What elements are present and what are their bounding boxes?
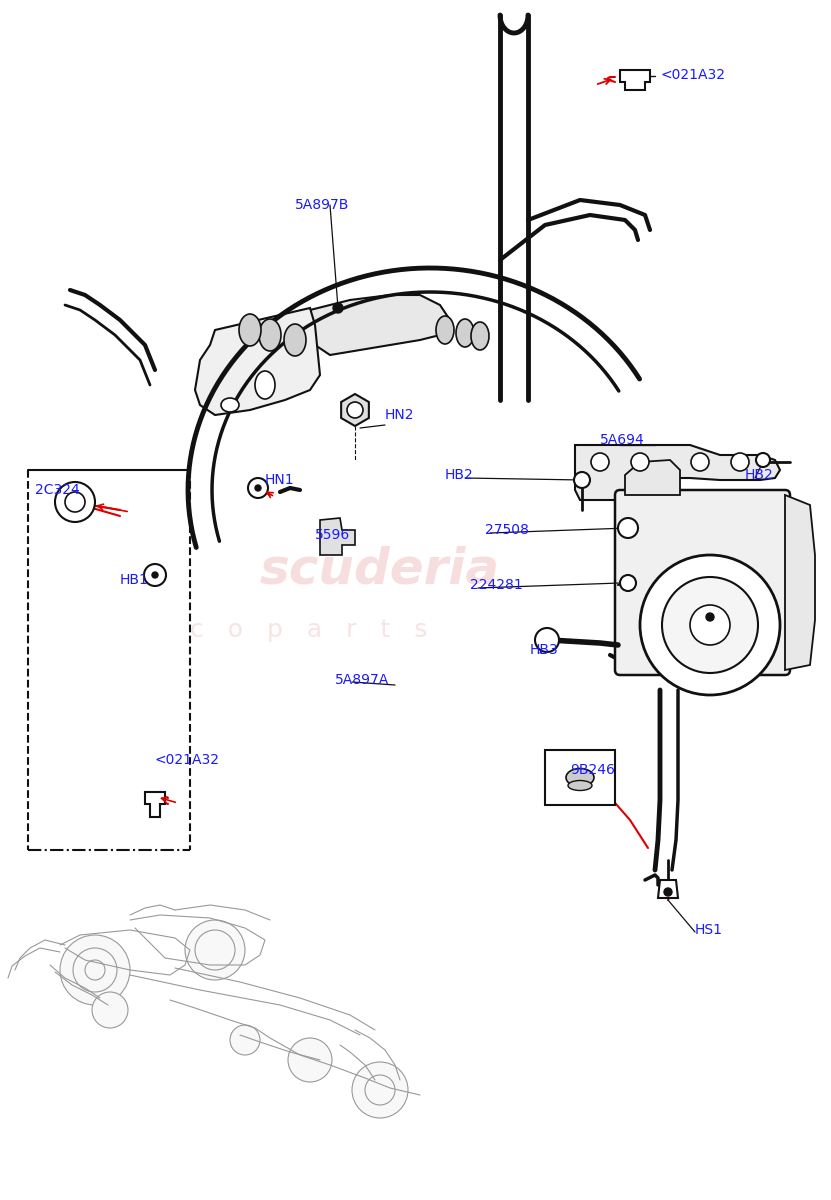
Circle shape — [706, 613, 714, 622]
Text: <021A32: <021A32 — [155, 754, 220, 767]
Circle shape — [756, 452, 770, 467]
Text: 5A897B: 5A897B — [295, 198, 349, 212]
Circle shape — [230, 1025, 260, 1055]
Text: HN2: HN2 — [385, 408, 415, 422]
Text: HB3: HB3 — [530, 643, 558, 658]
Ellipse shape — [239, 314, 261, 346]
Text: 27508: 27508 — [485, 523, 529, 538]
Circle shape — [535, 628, 559, 652]
Circle shape — [690, 605, 730, 646]
Text: HB2: HB2 — [745, 468, 774, 482]
Circle shape — [347, 402, 363, 418]
Polygon shape — [320, 518, 355, 554]
Circle shape — [255, 485, 261, 491]
Circle shape — [195, 930, 235, 970]
Ellipse shape — [436, 316, 454, 344]
Ellipse shape — [284, 324, 306, 356]
Circle shape — [691, 452, 709, 470]
FancyBboxPatch shape — [615, 490, 790, 674]
Circle shape — [185, 920, 245, 980]
Polygon shape — [625, 460, 680, 494]
Polygon shape — [658, 880, 678, 898]
Bar — [545, 750, 615, 805]
Text: HB2: HB2 — [445, 468, 474, 482]
Text: 5596: 5596 — [315, 528, 350, 542]
Circle shape — [288, 1038, 332, 1082]
Text: scuderia: scuderia — [260, 546, 500, 594]
Circle shape — [55, 482, 95, 522]
Text: HN1: HN1 — [265, 473, 295, 487]
Polygon shape — [310, 295, 450, 355]
Text: 224281: 224281 — [470, 578, 523, 592]
Circle shape — [620, 575, 636, 590]
Text: 5A694: 5A694 — [600, 433, 645, 446]
Circle shape — [664, 888, 672, 896]
Circle shape — [92, 992, 128, 1028]
Text: HB1: HB1 — [120, 572, 149, 587]
Text: 9B246: 9B246 — [570, 763, 615, 778]
Circle shape — [85, 960, 105, 980]
Polygon shape — [575, 445, 780, 500]
Circle shape — [731, 452, 749, 470]
Ellipse shape — [221, 398, 239, 412]
Text: 5A897A: 5A897A — [335, 673, 389, 686]
Ellipse shape — [456, 319, 474, 347]
Polygon shape — [145, 792, 165, 817]
Ellipse shape — [471, 322, 489, 350]
Circle shape — [73, 948, 117, 992]
Circle shape — [65, 492, 85, 512]
Text: <021A32: <021A32 — [660, 68, 725, 82]
Circle shape — [631, 452, 649, 470]
Text: HS1: HS1 — [695, 923, 723, 937]
Circle shape — [591, 452, 609, 470]
Circle shape — [662, 577, 758, 673]
Text: c   o   p   a   r   t   s: c o p a r t s — [190, 618, 427, 642]
Text: 2C324: 2C324 — [35, 482, 80, 497]
Ellipse shape — [255, 371, 275, 398]
Ellipse shape — [568, 780, 592, 791]
Circle shape — [352, 1062, 408, 1118]
Polygon shape — [342, 394, 369, 426]
Circle shape — [333, 302, 343, 313]
Circle shape — [574, 472, 590, 488]
Circle shape — [152, 572, 158, 578]
Polygon shape — [195, 308, 320, 415]
Ellipse shape — [259, 319, 281, 350]
Circle shape — [640, 554, 780, 695]
Circle shape — [618, 518, 638, 538]
Circle shape — [248, 478, 268, 498]
Circle shape — [60, 935, 130, 1006]
Ellipse shape — [566, 768, 594, 786]
Circle shape — [144, 564, 166, 586]
Circle shape — [365, 1075, 395, 1105]
Polygon shape — [620, 70, 650, 90]
Polygon shape — [785, 494, 815, 670]
